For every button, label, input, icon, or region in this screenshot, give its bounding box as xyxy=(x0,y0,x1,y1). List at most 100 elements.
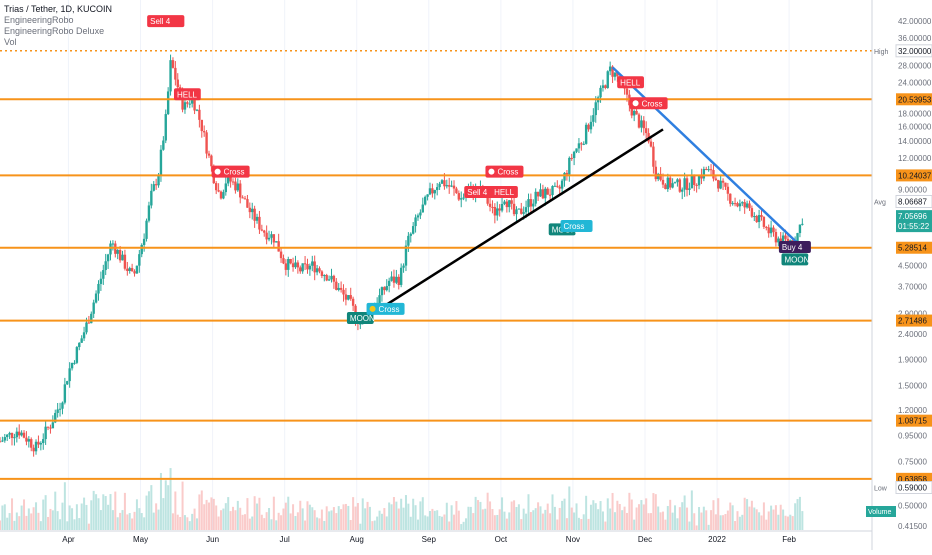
volume-bar xyxy=(767,511,770,530)
signal-label[interactable] xyxy=(366,302,405,315)
volume-bar xyxy=(3,504,6,530)
candle-body xyxy=(613,72,617,77)
signal-label[interactable] xyxy=(629,97,668,110)
indicator-volume[interactable]: Vol xyxy=(4,37,17,47)
volume-bar xyxy=(698,507,701,530)
volume-bar xyxy=(750,500,753,530)
candle-body xyxy=(512,203,516,215)
signal-label[interactable] xyxy=(491,185,518,198)
volume-bar xyxy=(707,524,710,530)
signal-label[interactable] xyxy=(617,76,644,89)
level-price-tag[interactable] xyxy=(896,241,932,254)
candle-body xyxy=(431,188,434,194)
volume-bar xyxy=(380,513,383,530)
signal-label[interactable] xyxy=(147,15,185,28)
high-price-value: 32.00000 xyxy=(898,47,932,56)
candle-body xyxy=(263,230,266,233)
candle-body xyxy=(774,232,778,243)
signal-label-text: Sell 4 xyxy=(467,188,488,197)
candle-body xyxy=(243,198,247,200)
candle-body xyxy=(166,91,170,115)
volume-bar xyxy=(356,502,359,530)
candle-body xyxy=(30,439,33,448)
candle-body xyxy=(138,254,141,266)
volume-bar xyxy=(68,505,71,530)
trendline-blue[interactable] xyxy=(611,66,801,247)
candle-body xyxy=(527,199,530,208)
time-tick-label: Feb xyxy=(782,535,796,544)
signal-label[interactable] xyxy=(781,253,809,266)
volume-bar xyxy=(683,495,686,530)
candle-body xyxy=(54,412,57,423)
volume-bar xyxy=(15,512,18,530)
level-price-tag[interactable] xyxy=(896,169,932,182)
volume-bar xyxy=(217,516,220,530)
volume-bar xyxy=(412,498,415,530)
candle-body xyxy=(347,295,350,300)
price-axis[interactable] xyxy=(872,0,932,550)
candle-body xyxy=(491,206,494,208)
level-price-tag[interactable] xyxy=(896,93,932,106)
candle-body xyxy=(248,207,252,213)
volume-bar xyxy=(277,512,280,530)
candle-body xyxy=(563,172,566,181)
candle-body xyxy=(685,178,689,190)
volume-bar xyxy=(63,482,66,530)
signal-label[interactable] xyxy=(346,311,374,324)
candle-body xyxy=(306,263,309,270)
volume-bar xyxy=(135,499,138,530)
candle-body xyxy=(582,143,585,145)
last-price-tag[interactable] xyxy=(896,210,932,233)
candle-body xyxy=(92,302,95,314)
candle-body xyxy=(301,263,304,272)
volume-bar xyxy=(195,518,198,530)
candle-body xyxy=(42,439,45,444)
signal-label[interactable] xyxy=(211,165,250,178)
candle-body xyxy=(678,179,682,192)
volume-bar xyxy=(397,508,400,530)
skull-icon xyxy=(632,100,639,107)
signal-label[interactable] xyxy=(173,88,201,101)
volume-bar xyxy=(138,508,141,530)
signal-label[interactable] xyxy=(778,241,811,254)
candle-body xyxy=(505,201,509,208)
symbol-title[interactable]: Trias / Tether, 1D, KUCOIN xyxy=(4,4,113,14)
candle-body xyxy=(681,189,684,192)
volume-bar xyxy=(743,497,746,530)
candle-body xyxy=(27,439,31,442)
level-price-tag[interactable] xyxy=(896,414,932,427)
volume-bar xyxy=(565,518,568,530)
volume-bar xyxy=(164,480,167,530)
avg-label: Avg xyxy=(874,199,886,206)
volume-bar xyxy=(390,504,393,530)
signal-label-text: Cross xyxy=(379,305,400,314)
level-price-tag[interactable] xyxy=(896,314,932,327)
volume-bar xyxy=(155,503,158,530)
volume-bar xyxy=(503,511,506,530)
candle-body xyxy=(106,254,110,262)
volume-bar xyxy=(621,510,624,530)
volume-bar xyxy=(347,505,350,530)
candle-body xyxy=(82,332,86,339)
volume-bar xyxy=(539,506,542,530)
candle-body xyxy=(246,199,249,208)
volume-bar xyxy=(491,509,494,530)
signal-label-text: Sell 4 xyxy=(150,17,171,26)
indicator-engineeringrobo-deluxe[interactable]: EngineeringRobo Deluxe xyxy=(4,26,105,36)
volume-bar xyxy=(421,497,424,530)
signal-label[interactable] xyxy=(560,219,593,232)
candle-body xyxy=(673,182,677,184)
candle-body xyxy=(517,208,521,210)
candle-body xyxy=(515,209,518,215)
volume-bar xyxy=(609,508,612,530)
candle-body xyxy=(604,85,607,88)
volume-bar xyxy=(537,502,540,530)
volume-bar xyxy=(167,485,170,530)
low-label: Low xyxy=(874,485,888,492)
signal-label[interactable] xyxy=(485,165,524,178)
trendline-black[interactable] xyxy=(359,128,664,323)
candle-body xyxy=(289,259,292,264)
indicator-engineeringrobo[interactable]: EngineeringRobo xyxy=(4,15,74,25)
